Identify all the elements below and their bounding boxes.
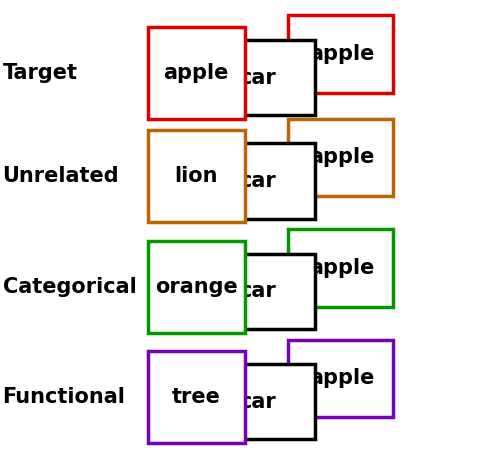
Text: apple: apple	[310, 258, 375, 278]
Text: orange: orange	[155, 277, 238, 297]
Text: Unrelated: Unrelated	[2, 166, 119, 186]
Bar	[215, 254, 315, 329]
Text: apple: apple	[164, 63, 229, 83]
Text: car: car	[238, 282, 276, 301]
Bar	[288, 339, 393, 417]
Text: car: car	[238, 392, 276, 412]
Bar	[148, 131, 245, 222]
Bar	[288, 15, 393, 93]
Text: car: car	[238, 68, 276, 87]
Text: apple: apple	[310, 44, 375, 64]
Text: tree: tree	[172, 387, 220, 407]
Bar	[148, 27, 245, 119]
Bar	[288, 229, 393, 307]
Bar	[215, 40, 315, 115]
Text: Target: Target	[2, 63, 78, 83]
Bar	[215, 143, 315, 219]
Bar	[288, 118, 393, 196]
Text: Categorical: Categorical	[2, 277, 136, 297]
Text: apple: apple	[310, 148, 375, 167]
Bar	[215, 364, 315, 439]
Text: apple: apple	[310, 368, 375, 388]
Text: lion: lion	[174, 166, 218, 186]
Text: car: car	[238, 171, 276, 191]
Text: Functional: Functional	[2, 387, 126, 407]
Bar	[148, 352, 245, 443]
Bar	[148, 241, 245, 333]
